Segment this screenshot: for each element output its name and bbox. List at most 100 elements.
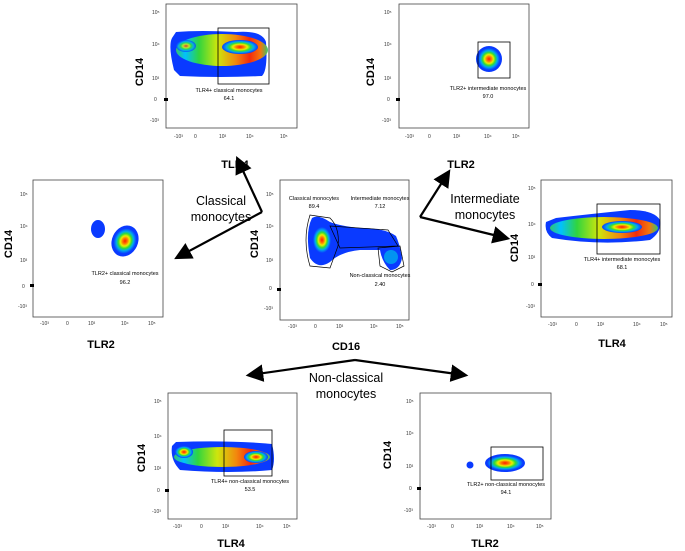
gate-value: 53.5 xyxy=(245,487,256,493)
gate-label-nonclassical: Non-classical monocytes xyxy=(350,273,411,279)
y-ticks: 10⁵ 10⁴ 10³ 0 -10³ xyxy=(526,186,536,310)
y-ticks: 10⁵ 10⁴ 10³ 0 -10³ xyxy=(382,10,392,124)
tick-label-zero: 0 xyxy=(269,286,272,292)
panel-bottom-left: TLR4+ non-classical monocytes 53.5 10⁵ 1… xyxy=(136,392,298,550)
gate-classical xyxy=(305,214,339,269)
tick-label-m3: -10³ xyxy=(150,118,159,124)
density-plot xyxy=(171,441,274,472)
panel-top-right: TLR2+ intermediate monocytes 97.0 10⁵ 10… xyxy=(365,3,530,171)
tick-label-p3: 10³ xyxy=(20,258,28,264)
gate-box xyxy=(217,27,270,85)
tick-label-p4: 10⁴ xyxy=(246,134,254,140)
tick-label-p3: 10³ xyxy=(266,258,274,264)
x-ticks: -10³ 0 10³ 10⁴ 10⁵ xyxy=(174,134,288,140)
y-ticks: 10⁵ 10⁴ 10³ 0 -10³ xyxy=(404,399,414,514)
nonclassical-monocytes-label-1: Non-classical xyxy=(309,371,383,385)
gate-value: 68.1 xyxy=(617,265,628,271)
plot-frame xyxy=(540,179,673,318)
gate-box xyxy=(490,446,544,481)
axis-marker xyxy=(538,283,542,286)
tick-label-zero: 0 xyxy=(387,97,390,103)
tick-label-m3: -10³ xyxy=(288,324,297,330)
tick-label-p4: 10⁴ xyxy=(152,42,160,48)
axis-marker xyxy=(417,487,421,490)
gate-label: TLR4+ classical monocytes xyxy=(195,88,262,94)
x-axis-label: TLR4 xyxy=(217,538,245,550)
x-ticks: -10³ 0 10³ 10⁴ 10⁵ xyxy=(173,524,291,530)
gate-box xyxy=(596,203,661,255)
tick-label-p5: 10⁵ xyxy=(406,399,414,405)
y-ticks: 10⁵ 10⁴ 10³ 0 -10³ xyxy=(18,192,28,310)
x-ticks: -10³ 0 10³ 10⁴ 10⁵ xyxy=(427,524,544,530)
y-ticks: 10⁵ 10⁴ 10³ 0 -10³ xyxy=(264,192,274,312)
classical-monocytes-label-2: monocytes xyxy=(191,210,251,224)
x-ticks: -10³ 0 10³ 10⁴ 10⁵ xyxy=(548,322,668,328)
axis-markers xyxy=(30,98,542,492)
arrow-to-bottom-left xyxy=(245,358,356,382)
tick-label-p5: 10⁵ xyxy=(266,192,274,198)
tick-label-zero: 0 xyxy=(194,134,197,140)
tick-label-p3: 10³ xyxy=(336,324,344,330)
tick-label-p3: 10³ xyxy=(154,466,162,472)
gate-value: 97.0 xyxy=(483,94,494,100)
gate-box xyxy=(223,429,273,477)
gate-label: TLR4+ non-classical monocytes xyxy=(211,479,289,485)
density-plot xyxy=(91,220,139,257)
panel-mid-left: TLR2+ classical monocytes 96.2 10⁵ 10⁴ 1… xyxy=(3,179,164,351)
tick-label-p3: 10³ xyxy=(597,322,605,328)
tick-label-zero: 0 xyxy=(66,321,69,327)
tick-label-m3: -10³ xyxy=(526,304,535,310)
tick-label-p3: 10³ xyxy=(88,321,96,327)
tick-label-p4: 10⁴ xyxy=(370,324,378,330)
axis-marker xyxy=(396,98,400,101)
tick-label-zero: 0 xyxy=(154,97,157,103)
axis-marker xyxy=(277,288,281,291)
tick-label-p5: 10⁵ xyxy=(20,192,28,198)
tick-label-p5: 10⁵ xyxy=(512,134,520,140)
y-axis-label: CD14 xyxy=(365,57,377,86)
tick-label-zero: 0 xyxy=(157,488,160,494)
tick-label-zero: 0 xyxy=(200,524,203,530)
tick-label-p4: 10⁴ xyxy=(266,224,274,230)
tick-label-p4: 10⁴ xyxy=(484,134,492,140)
tick-label-p4: 10⁴ xyxy=(256,524,264,530)
tick-label-m3: -10³ xyxy=(18,304,27,310)
tick-label-p5: 10⁵ xyxy=(536,524,544,530)
tick-label-p3: 10³ xyxy=(152,76,160,82)
gate-label-classical: Classical monocytes xyxy=(289,196,339,202)
tick-label-m3: -10³ xyxy=(404,508,413,514)
density-plot xyxy=(545,210,661,243)
tick-label-p5: 10⁵ xyxy=(154,399,162,405)
tick-label-p3: 10³ xyxy=(406,464,414,470)
x-axis-label: TLR4 xyxy=(221,159,249,171)
tick-label-p5: 10⁵ xyxy=(384,10,392,16)
gate-label: TLR2+ non-classical monocytes xyxy=(467,482,545,488)
x-axis-label: TLR2 xyxy=(471,538,499,550)
gate-value: 96.2 xyxy=(120,280,131,286)
tick-label-m3: -10³ xyxy=(427,524,436,530)
tick-label-m3: -10³ xyxy=(405,134,414,140)
tick-label-m3: -10³ xyxy=(174,134,183,140)
tick-label-p5: 10⁵ xyxy=(528,186,536,192)
y-axis-label: CD14 xyxy=(509,233,521,262)
panel-bottom-right: TLR2+ non-classical monocytes 94.1 10⁵ 1… xyxy=(382,392,552,550)
y-axis-label: CD14 xyxy=(249,229,261,258)
tick-label-m3: -10³ xyxy=(548,322,557,328)
x-ticks: -10³ 0 10³ 10⁴ 10⁵ xyxy=(40,321,156,327)
x-axis-label: TLR2 xyxy=(447,159,475,171)
plot-frame xyxy=(32,179,164,318)
tick-label-p5: 10⁵ xyxy=(396,324,404,330)
gate-value: 94.1 xyxy=(501,490,512,496)
axis-marker xyxy=(30,284,34,287)
tick-label-p3: 10³ xyxy=(528,255,536,261)
axis-marker xyxy=(165,489,169,492)
arrow-to-top-left xyxy=(235,156,263,213)
x-ticks: -10³ 0 10³ 10⁴ 10⁵ xyxy=(405,134,520,140)
arrow-to-mid-right xyxy=(419,215,511,244)
tick-label-p5: 10⁵ xyxy=(152,10,160,16)
arrow-to-mid-left xyxy=(174,211,263,260)
tick-label-p4: 10⁴ xyxy=(406,431,414,437)
gate-value-intermediate: 7.12 xyxy=(375,204,386,210)
density-plot xyxy=(476,46,502,72)
tick-label-p4: 10⁴ xyxy=(121,321,129,327)
